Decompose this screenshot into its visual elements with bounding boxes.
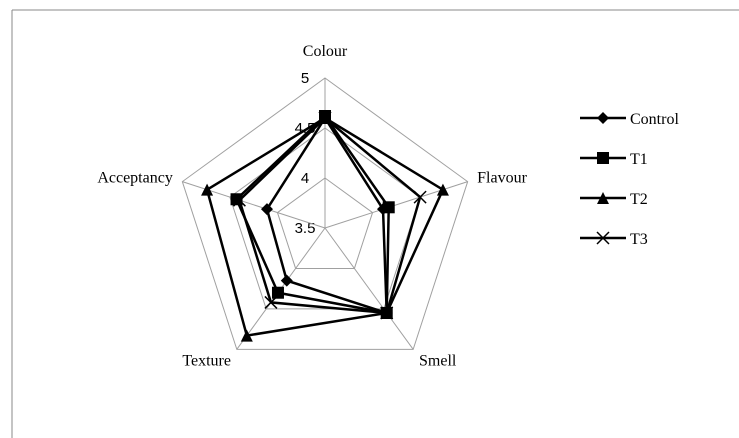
data-point: [201, 183, 214, 196]
r-tick-label: 3.5: [295, 220, 316, 237]
series-line: [237, 116, 422, 315]
series-line: [265, 115, 389, 315]
axis-spoke: [182, 181, 326, 229]
series-line: [235, 114, 390, 315]
data-point: [436, 183, 449, 196]
series-line: [205, 116, 445, 338]
legend-marker: [597, 112, 609, 124]
legend-marker: [597, 192, 609, 204]
data-point: [240, 329, 253, 342]
axis-label: Colour: [303, 43, 348, 60]
grid-ring: [181, 77, 469, 350]
legend-marker: [596, 231, 610, 245]
r-tick-label: 4: [301, 170, 309, 187]
axis-label: Smell: [419, 353, 457, 370]
legend-label: Control: [630, 111, 679, 128]
grid-ring: [276, 177, 374, 269]
data-point: [264, 295, 278, 309]
data-point: [318, 111, 332, 125]
axis-spoke: [324, 181, 468, 229]
axis-spoke: [324, 227, 414, 350]
data-point: [232, 193, 246, 207]
axis-label: Flavour: [477, 169, 527, 186]
data-point: [382, 201, 395, 214]
legend-label: T1: [630, 151, 648, 168]
data-point: [380, 306, 394, 320]
data-point: [413, 190, 427, 204]
data-point: [260, 203, 273, 216]
legend-label: T2: [630, 191, 648, 208]
axis-label: Texture: [182, 353, 231, 370]
data-point: [271, 286, 284, 299]
grid-ring: [229, 127, 421, 310]
legend-marker: [597, 152, 609, 164]
r-tick-label: 5: [301, 70, 309, 87]
data-point: [280, 274, 293, 287]
axis-label: Acceptancy: [97, 169, 173, 186]
legend-label: T3: [630, 231, 648, 248]
